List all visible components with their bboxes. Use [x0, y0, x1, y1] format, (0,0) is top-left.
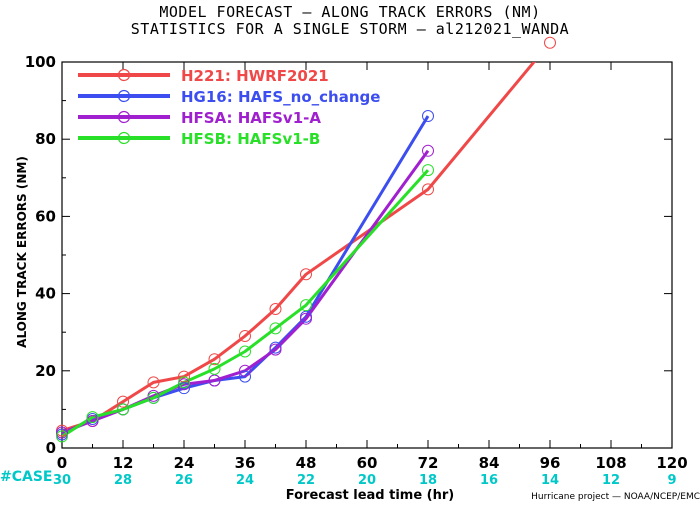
series-point-h221	[117, 395, 129, 408]
y-tick-label: 20	[35, 362, 56, 380]
series-point-hfsa	[269, 343, 282, 356]
series-point-h221	[147, 376, 160, 389]
case-count-value: 20	[358, 473, 376, 488]
series-point-hfsa	[300, 312, 312, 325]
series-point-hfsb	[269, 322, 282, 335]
plot-area	[62, 62, 536, 438]
x-tick-label: 36	[235, 454, 256, 472]
series-point-hfsa	[56, 426, 68, 439]
series-line-hfsb	[62, 169, 430, 438]
y-tick-label: 80	[35, 130, 56, 148]
series-point-hfsb	[300, 299, 312, 312]
case-count-value: 30	[53, 473, 71, 488]
series-line-hfsa	[62, 149, 430, 434]
series-point-hg16	[422, 110, 434, 123]
chart-title-line-1: MODEL FORECAST — ALONG TRACK ERRORS (NM)	[159, 3, 541, 21]
series-point-hg16	[239, 370, 251, 383]
y-tick-label: 60	[35, 207, 56, 225]
y-axis-label: ALONG TRACK ERRORS (NM)	[15, 156, 29, 348]
series-line-hg16	[62, 115, 430, 436]
x-axis-label: Forecast lead time (hr)	[285, 488, 455, 503]
series-point-hfsb	[178, 376, 190, 389]
series-point-hfsb	[117, 403, 129, 416]
series-point-h221	[422, 183, 434, 196]
x-tick-label: 96	[540, 454, 561, 472]
series-point-h221	[544, 36, 556, 49]
series-point-hfsb	[239, 345, 251, 358]
x-tick-label: 72	[418, 454, 439, 472]
case-count-value: 9	[667, 473, 676, 488]
series-point-h221	[269, 303, 282, 316]
series-point-hfsa	[422, 144, 434, 157]
y-tick-label: 100	[25, 53, 56, 71]
case-count-value: 28	[114, 473, 132, 488]
legend-label-hfsa: HFSA: HAFSv1-A	[181, 109, 321, 127]
series-point-hfsb	[56, 430, 68, 443]
x-tick-label: 120	[656, 454, 687, 472]
case-count-value: 16	[480, 473, 498, 488]
legend-marker-hg16	[117, 89, 131, 103]
case-count-value: 24	[236, 473, 254, 488]
y-tick-label: 40	[35, 285, 56, 303]
series-point-h221	[208, 353, 221, 366]
chart-title-line-2: STATISTICS FOR A SINGLE STORM — al212021…	[130, 20, 570, 38]
series-point-hfsb	[147, 391, 160, 404]
case-count-value: 26	[175, 473, 193, 488]
series-point-h221	[178, 370, 190, 383]
case-count-value: 14	[541, 473, 559, 488]
x-tick-label: 24	[174, 454, 195, 472]
case-count-value: 18	[419, 473, 437, 488]
legend-marker-hfsa	[117, 110, 131, 124]
x-tick-label: 60	[357, 454, 378, 472]
series-point-hg16	[178, 382, 190, 395]
series-point-hfsa	[86, 414, 99, 427]
series-point-hfsa	[239, 364, 251, 377]
series-point-hfsa	[208, 374, 221, 387]
case-count-value: 12	[602, 473, 620, 488]
x-tick-label: 48	[296, 454, 317, 472]
legend-marker-hfsb	[117, 131, 131, 145]
series-point-hfsb	[86, 411, 99, 424]
credit-text: Hurricane project — NOAA/NCEP/EMC	[531, 492, 700, 502]
x-tick-label: 84	[479, 454, 500, 472]
x-tick-label: 12	[113, 454, 134, 472]
series-point-hfsb	[208, 362, 221, 375]
x-tick-label: 0	[57, 454, 67, 472]
legend-label-h221: H221: HWRF2021	[181, 67, 329, 85]
series-point-h221	[300, 268, 312, 281]
x-tick-label: 108	[595, 454, 626, 472]
case-count-label: #CASE	[0, 469, 53, 485]
series-point-hfsb	[422, 164, 434, 177]
series-line-h221	[62, 62, 536, 433]
legend-label-hfsb: HFSB: HAFSv1-B	[181, 130, 320, 148]
y-tick-label: 0	[46, 439, 56, 457]
legend-label-hg16: HG16: HAFS_no_change	[181, 88, 380, 106]
case-count-value: 22	[297, 473, 315, 488]
series-point-h221	[239, 330, 251, 343]
legend-marker-h221	[117, 68, 131, 82]
